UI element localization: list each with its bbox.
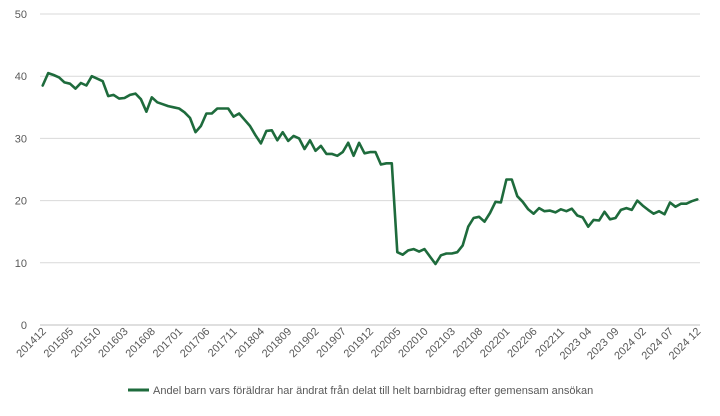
- series-line: [41, 71, 699, 266]
- x-tick-label: 201706: [178, 326, 212, 360]
- gridlines: [40, 13, 700, 326]
- y-tick-label: 20: [15, 196, 27, 208]
- y-axis: 0 10 20 30 40 50: [15, 9, 27, 332]
- series-layer: [41, 71, 699, 266]
- y-tick-label: 40: [15, 71, 27, 83]
- y-tick-label: 10: [15, 258, 27, 270]
- x-tick-label: 202206: [505, 326, 539, 360]
- y-tick-label: 0: [21, 320, 27, 332]
- y-tick-label: 30: [15, 133, 27, 145]
- legend-label: Andel barn vars föräldrar har ändrat frå…: [153, 385, 593, 397]
- legend: Andel barn vars föräldrar har ändrat frå…: [128, 385, 593, 397]
- y-tick-label: 50: [15, 9, 27, 21]
- x-axis: 2014122015052015102016032016082017012017…: [14, 326, 703, 363]
